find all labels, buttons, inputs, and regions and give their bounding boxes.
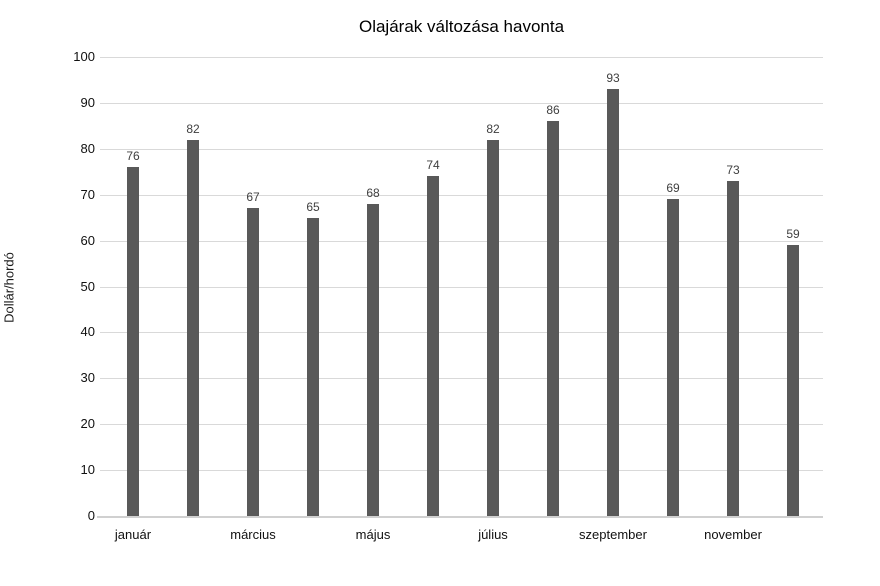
x-tick-label: július — [478, 527, 508, 542]
bar — [787, 245, 799, 516]
x-tick-label: november — [704, 527, 762, 542]
bar-value-label: 86 — [546, 103, 560, 117]
gridline — [100, 470, 823, 471]
y-tick-label: 10 — [80, 462, 95, 477]
bar-value-label: 65 — [306, 200, 320, 214]
x-axis-line — [97, 516, 823, 518]
bar — [127, 167, 139, 516]
bar-value-label: 82 — [486, 122, 500, 136]
bar-value-label: 82 — [186, 122, 200, 136]
bar — [427, 176, 439, 516]
bar — [247, 208, 259, 516]
bar — [367, 204, 379, 516]
bar-value-label: 74 — [426, 158, 440, 172]
x-tick-label: március — [230, 527, 276, 542]
y-tick-label: 90 — [80, 95, 95, 110]
bar — [547, 121, 559, 516]
bar-value-label: 59 — [786, 227, 800, 241]
bar-value-label: 69 — [666, 181, 680, 195]
y-tick-label: 20 — [80, 416, 95, 431]
y-tick-label: 40 — [80, 324, 95, 339]
bar — [667, 199, 679, 516]
bar — [727, 181, 739, 516]
gridline — [100, 57, 823, 58]
gridline — [100, 103, 823, 104]
bar — [487, 140, 499, 516]
bar — [187, 140, 199, 516]
gridline — [100, 287, 823, 288]
x-tick-label: szeptember — [579, 527, 647, 542]
x-tick-label: január — [114, 527, 152, 542]
bar-value-label: 93 — [606, 71, 620, 85]
bar — [607, 89, 619, 516]
y-tick-label: 60 — [80, 233, 95, 248]
bar-value-label: 73 — [726, 163, 740, 177]
bar — [307, 218, 319, 516]
bar-value-label: 67 — [246, 190, 260, 204]
y-tick-label: 70 — [80, 187, 95, 202]
bar-value-label: 68 — [366, 186, 380, 200]
gridline — [100, 241, 823, 242]
y-tick-label: 100 — [73, 49, 95, 64]
y-tick-label: 30 — [80, 370, 95, 385]
gridline — [100, 378, 823, 379]
gridline — [100, 424, 823, 425]
x-tick-label: május — [355, 527, 391, 542]
gridline — [100, 149, 823, 150]
bar-value-label: 76 — [126, 149, 140, 163]
chart-title: Olajárak változása havonta — [358, 17, 565, 36]
y-tick-label: 0 — [87, 508, 95, 523]
y-tick-label: 50 — [80, 279, 95, 294]
gridline — [100, 332, 823, 333]
gridline — [100, 195, 823, 196]
y-tick-label: 80 — [80, 141, 95, 156]
